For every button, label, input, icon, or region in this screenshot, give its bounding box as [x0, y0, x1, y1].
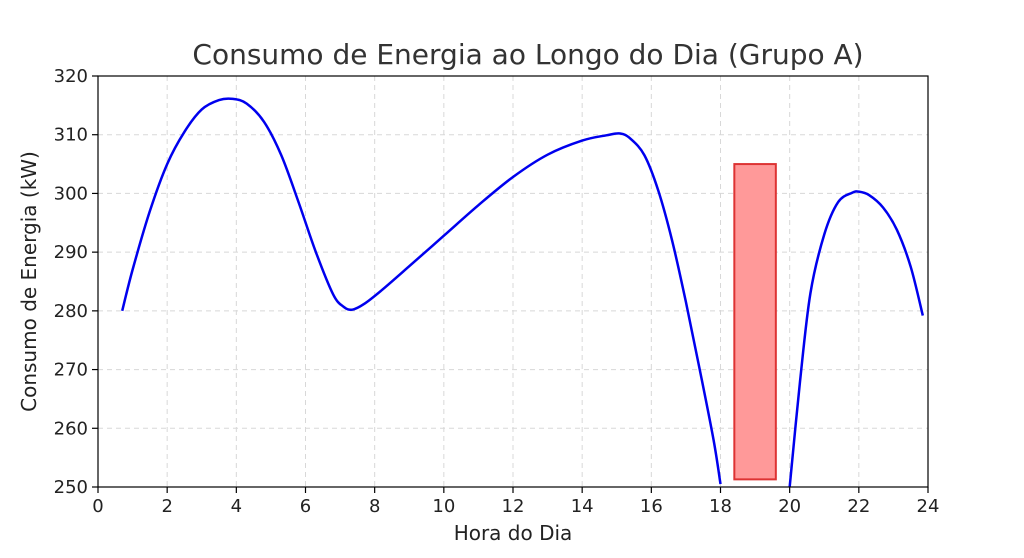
axis-ticks: 0 2 4 6 8 10 12 14 16 18 20 22 242502602702802903003… — [54, 66, 940, 517]
x-axis-label: Hora do Dia — [454, 521, 573, 545]
y-tick-label: 290 — [54, 242, 88, 263]
y-tick-label: 310 — [54, 125, 88, 146]
y-tick-label: 260 — [54, 418, 88, 439]
x-tick-label: 14 — [571, 496, 594, 517]
y-tick-label: 280 — [54, 301, 88, 322]
x-tick-label: 16 — [640, 496, 663, 517]
x-tick-label: 24 — [917, 496, 940, 517]
data-series — [120, 97, 925, 488]
x-tick-label: 12 — [502, 496, 525, 517]
series-line — [120, 97, 722, 485]
y-tick-label: 300 — [54, 183, 88, 204]
x-tick-label: 22 — [847, 496, 870, 517]
y-tick-label: 320 — [54, 66, 88, 87]
x-tick-label: 4 — [231, 496, 242, 517]
x-tick-label: 10 — [432, 496, 455, 517]
highlight-shapes — [733, 163, 777, 481]
x-tick-label: 18 — [709, 496, 732, 517]
y-tick-label: 250 — [54, 477, 88, 498]
y-axis-label: Consumo de Energia (kW) — [17, 151, 41, 412]
x-tick-label: 8 — [369, 496, 380, 517]
x-tick-label: 6 — [300, 496, 311, 517]
highlight-rectangle — [733, 163, 777, 481]
x-tick-label: 20 — [778, 496, 801, 517]
x-tick-label: 0 — [92, 496, 103, 517]
series-line — [788, 190, 925, 488]
x-tick-label: 2 — [161, 496, 172, 517]
chart-title: Consumo de Energia ao Longo do Dia (Grup… — [192, 38, 863, 71]
y-tick-label: 270 — [54, 360, 88, 381]
